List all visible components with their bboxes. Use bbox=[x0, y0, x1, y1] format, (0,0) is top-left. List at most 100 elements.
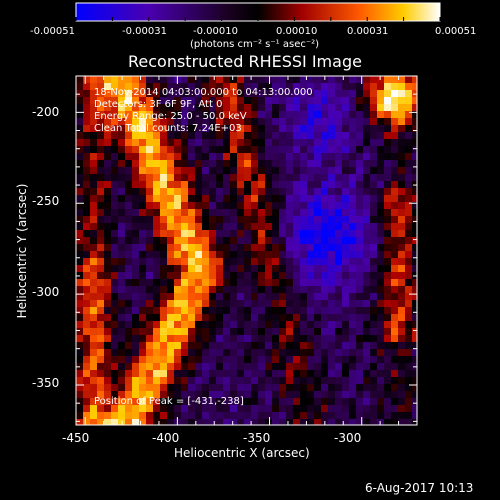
heatmap-cell bbox=[342, 405, 350, 413]
heatmap-cell bbox=[209, 286, 217, 294]
heatmap-cell bbox=[272, 118, 280, 126]
heatmap-cell bbox=[111, 195, 119, 203]
heatmap-cell bbox=[258, 202, 266, 210]
heatmap-cell bbox=[104, 363, 112, 371]
heatmap-cell bbox=[83, 118, 91, 126]
heatmap-cell bbox=[188, 181, 196, 189]
heatmap-cell bbox=[237, 342, 245, 350]
heatmap-cell bbox=[174, 146, 182, 154]
heatmap-cell bbox=[328, 153, 336, 161]
heatmap-cell bbox=[272, 321, 280, 329]
heatmap-cell bbox=[97, 370, 105, 378]
heatmap-cell bbox=[363, 244, 371, 252]
heatmap-cell bbox=[412, 335, 417, 343]
heatmap-cell bbox=[398, 160, 406, 168]
heatmap-cell bbox=[132, 335, 140, 343]
heatmap-cell bbox=[209, 349, 217, 357]
heatmap-cell bbox=[300, 97, 308, 105]
heatmap-cell bbox=[335, 111, 343, 119]
heatmap-cell bbox=[132, 314, 140, 322]
heatmap-cell bbox=[104, 412, 112, 420]
heatmap-cell bbox=[230, 188, 238, 196]
heatmap-cell bbox=[111, 202, 119, 210]
heatmap-cell bbox=[321, 146, 329, 154]
heatmap-cell bbox=[398, 405, 406, 413]
heatmap-cell bbox=[391, 181, 399, 189]
heatmap-cell bbox=[237, 328, 245, 336]
heatmap-cell bbox=[279, 90, 287, 98]
heatmap-cell bbox=[76, 139, 84, 147]
heatmap-cell bbox=[286, 349, 294, 357]
heatmap-cell bbox=[146, 356, 154, 364]
heatmap-cell bbox=[111, 132, 119, 140]
heatmap-cell bbox=[83, 97, 91, 105]
heatmap-cell bbox=[160, 202, 168, 210]
heatmap-cell bbox=[195, 188, 203, 196]
heatmap-cell bbox=[307, 412, 315, 420]
heatmap-cell bbox=[384, 342, 392, 350]
heatmap-cell bbox=[272, 139, 280, 147]
heatmap-cell bbox=[279, 153, 287, 161]
heatmap-cell bbox=[132, 216, 140, 224]
heatmap-cell bbox=[125, 237, 133, 245]
heatmap-cell bbox=[167, 377, 175, 385]
heatmap-cell bbox=[349, 356, 357, 364]
heatmap-cell bbox=[251, 188, 259, 196]
heatmap-cell bbox=[335, 391, 343, 399]
heatmap-cell bbox=[195, 251, 203, 259]
heatmap-cell bbox=[111, 335, 119, 343]
heatmap-cell bbox=[223, 83, 231, 91]
heatmap-cell bbox=[272, 363, 280, 371]
heatmap-cell bbox=[356, 356, 364, 364]
heatmap-cell bbox=[391, 132, 399, 140]
heatmap-cell bbox=[265, 391, 273, 399]
heatmap-cell bbox=[279, 97, 287, 105]
info-energy-range: Energy Range: 25.0 - 50.0 keV bbox=[94, 111, 247, 122]
heatmap-cell bbox=[181, 230, 189, 238]
heatmap-cell bbox=[342, 314, 350, 322]
heatmap-cell bbox=[195, 97, 203, 105]
heatmap-cell bbox=[195, 279, 203, 287]
heatmap-cell bbox=[384, 118, 392, 126]
heatmap-cell bbox=[384, 286, 392, 294]
heatmap-cell bbox=[363, 384, 371, 392]
heatmap-cell bbox=[377, 139, 385, 147]
heatmap-cell bbox=[363, 293, 371, 301]
heatmap-cell bbox=[111, 328, 119, 336]
heatmap-cell bbox=[398, 223, 406, 231]
heatmap-cell bbox=[111, 293, 119, 301]
heatmap-cell bbox=[412, 244, 417, 252]
heatmap-cell bbox=[258, 244, 266, 252]
heatmap-cell bbox=[300, 391, 308, 399]
heatmap-cell bbox=[160, 125, 168, 133]
heatmap-cell bbox=[209, 83, 217, 91]
heatmap-cell bbox=[398, 188, 406, 196]
heatmap-cell bbox=[244, 167, 252, 175]
heatmap-cell bbox=[377, 160, 385, 168]
heatmap-cell bbox=[370, 83, 378, 91]
heatmap-cell bbox=[118, 83, 126, 91]
heatmap-cell bbox=[76, 167, 84, 175]
heatmap-cell bbox=[139, 132, 147, 140]
heatmap-cell bbox=[202, 118, 210, 126]
heatmap-cell bbox=[97, 188, 105, 196]
heatmap-cell bbox=[76, 83, 84, 91]
heatmap-cell bbox=[237, 307, 245, 315]
heatmap-cell bbox=[195, 209, 203, 217]
heatmap-cell bbox=[391, 314, 399, 322]
heatmap-cell bbox=[223, 104, 231, 112]
heatmap-cell bbox=[307, 216, 315, 224]
heatmap-cell bbox=[146, 139, 154, 147]
heatmap-cell bbox=[153, 202, 161, 210]
x-tick-label: -300 bbox=[334, 431, 362, 445]
heatmap-cell bbox=[153, 132, 161, 140]
heatmap-cell bbox=[97, 90, 105, 98]
heatmap-cell bbox=[139, 153, 147, 161]
heatmap-cell bbox=[195, 83, 203, 91]
heatmap-cell bbox=[314, 83, 322, 91]
heatmap-cell bbox=[132, 258, 140, 266]
heatmap-cell bbox=[97, 251, 105, 259]
heatmap-cell bbox=[258, 391, 266, 399]
heatmap-cell bbox=[293, 125, 301, 133]
heatmap-cell bbox=[412, 230, 417, 238]
